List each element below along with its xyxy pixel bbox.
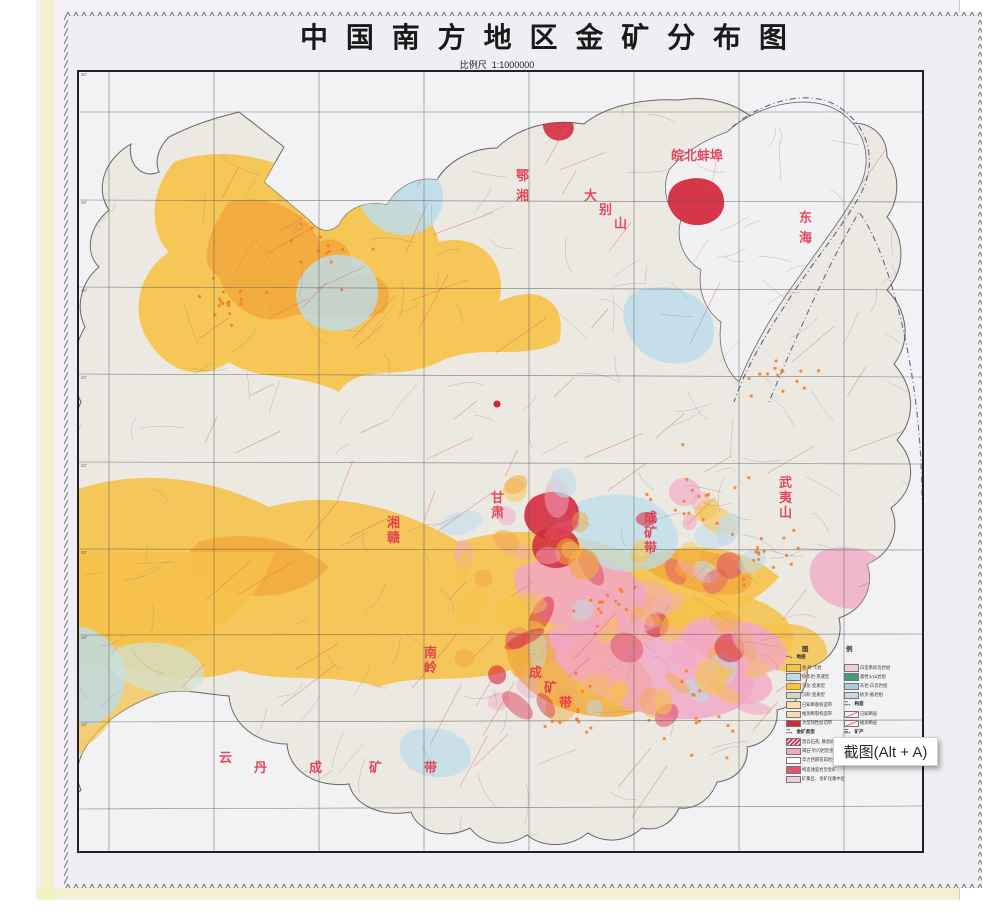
svg-text:甘: 甘 — [491, 490, 504, 505]
svg-text:成: 成 — [309, 760, 322, 775]
svg-text:山: 山 — [779, 505, 792, 520]
svg-text:18°: 18° — [81, 635, 88, 640]
svg-text:云: 云 — [219, 750, 232, 765]
svg-text:带: 带 — [424, 760, 437, 775]
svg-text:丹: 丹 — [254, 760, 267, 775]
svg-text:山: 山 — [614, 216, 627, 231]
svg-text:东: 东 — [799, 210, 812, 225]
svg-text:矿: 矿 — [644, 525, 657, 540]
svg-text:矿: 矿 — [369, 760, 382, 775]
svg-text:鄂: 鄂 — [516, 168, 529, 183]
svg-text:22°: 22° — [81, 463, 88, 468]
svg-text:28°: 28° — [81, 200, 88, 205]
svg-text:皖北蚌埠: 皖北蚌埠 — [671, 148, 723, 163]
svg-text:湘: 湘 — [387, 515, 400, 530]
svg-text:成: 成 — [644, 510, 657, 525]
svg-text:赣: 赣 — [387, 530, 401, 545]
svg-text:30°: 30° — [81, 72, 88, 77]
svg-text:海: 海 — [799, 230, 812, 245]
svg-text:夷: 夷 — [779, 490, 793, 505]
svg-text:带: 带 — [644, 540, 657, 555]
svg-text:16°: 16° — [81, 722, 88, 727]
svg-text:别: 别 — [598, 202, 612, 217]
svg-text:肃: 肃 — [491, 505, 504, 520]
svg-text:矿: 矿 — [544, 680, 557, 695]
svg-text:24°: 24° — [81, 375, 88, 380]
svg-text:20°: 20° — [81, 550, 88, 555]
svg-text:大: 大 — [584, 188, 597, 203]
svg-text:岭: 岭 — [424, 660, 437, 675]
svg-text:带: 带 — [559, 695, 572, 710]
svg-text:武: 武 — [779, 475, 792, 490]
svg-text:26°: 26° — [81, 288, 88, 293]
svg-text:南: 南 — [424, 645, 437, 660]
svg-text:成: 成 — [529, 665, 542, 680]
